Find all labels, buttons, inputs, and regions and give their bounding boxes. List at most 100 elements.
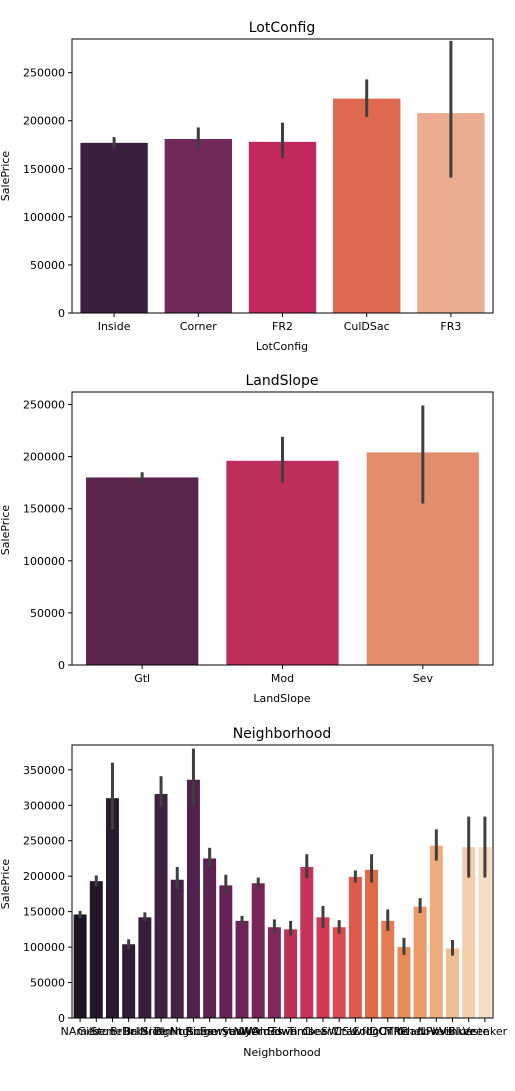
y-tick-label: 100000 — [23, 941, 65, 954]
x-tick-label: NAmes — [61, 1025, 100, 1038]
y-tick-label: 250000 — [23, 67, 65, 80]
chart-title: Neighborhood — [233, 726, 332, 742]
landslope-chart: LandSlope LandSlope SalePrice Gtl Mod Sev 0… — [0, 373, 494, 705]
bar — [248, 141, 317, 313]
x-tick-label: NridgHt — [140, 1025, 183, 1038]
y-axis-label: SalePrice — [0, 505, 12, 556]
bar — [203, 858, 217, 1018]
bar — [333, 98, 401, 313]
y-tick-label: 200000 — [23, 115, 65, 128]
y-tick-label: 250000 — [23, 835, 65, 848]
x-tick-label: Mitchel — [384, 1025, 424, 1038]
x-tick-label: SawyerW — [200, 1025, 252, 1038]
x-tick-label: ClearCr — [302, 1025, 343, 1038]
x-tick-label: MeadowV — [394, 1025, 448, 1038]
x-axis-label: LandSlope — [253, 692, 311, 705]
bar — [73, 914, 87, 1018]
x-tick-label: Gilbert — [78, 1025, 116, 1038]
bar — [284, 929, 298, 1018]
y-tick-label: 150000 — [23, 163, 65, 176]
x-tick-label: BrDale — [110, 1025, 147, 1038]
bar — [381, 920, 395, 1018]
bar — [365, 869, 379, 1018]
bar — [164, 138, 232, 313]
bar — [122, 944, 136, 1018]
x-tick-label: Veenker — [463, 1025, 508, 1038]
x-axis-label: LotConfig — [256, 340, 308, 353]
y-axis-label: SalePrice — [0, 859, 12, 910]
bar — [267, 927, 281, 1018]
x-tick-label: Blmngtn — [154, 1025, 201, 1038]
y-tick-label: 100000 — [23, 555, 65, 568]
bar — [251, 883, 265, 1018]
y-tick-label: 300000 — [23, 799, 65, 812]
plot-frame — [71, 744, 494, 1019]
plot-frame — [71, 391, 494, 666]
bar — [413, 906, 427, 1018]
x-tick-label: Inside — [98, 320, 131, 333]
bar — [462, 847, 476, 1018]
chart-title: LotConfig — [249, 20, 316, 36]
x-tick-label: Sawyer — [222, 1025, 263, 1038]
y-tick-label: 200000 — [23, 451, 65, 464]
bar — [316, 917, 330, 1018]
y-axis-label: SalePrice — [0, 151, 12, 202]
bar — [226, 460, 339, 665]
y-tick-label: 0 — [58, 307, 65, 320]
y-tick-label: 100000 — [23, 211, 65, 224]
bar — [446, 948, 459, 1018]
x-tick-label: NoRidge — [170, 1025, 217, 1038]
x-tick-label: IDOTRR — [367, 1025, 410, 1038]
x-tick-label: OldTown — [251, 1025, 297, 1038]
bar — [154, 793, 168, 1018]
bar — [478, 847, 492, 1018]
y-tick-label: 250000 — [23, 399, 65, 412]
bar — [138, 917, 152, 1018]
bar — [219, 885, 233, 1018]
bar — [348, 876, 362, 1018]
x-tick-label: SWISU — [321, 1025, 357, 1038]
plot-frame — [71, 38, 494, 314]
x-tick-label: Corner — [180, 320, 217, 333]
neighborhood-chart: Neighborhood Neighborhood SalePrice NAme… — [0, 726, 508, 1059]
x-tick-label: Edwards — [267, 1025, 314, 1038]
bar — [429, 845, 443, 1018]
bar — [397, 947, 411, 1018]
bar — [170, 879, 184, 1018]
x-tick-label: Crawfor — [334, 1025, 378, 1038]
x-tick-label: CollgCr — [352, 1025, 392, 1038]
bar — [106, 798, 119, 1018]
x-tick-label: FR3 — [440, 320, 461, 333]
bar — [300, 866, 314, 1018]
bar — [186, 779, 200, 1018]
x-tick-label: Blueste — [448, 1025, 489, 1038]
y-tick-label: 50000 — [30, 607, 65, 620]
bar — [332, 927, 346, 1018]
x-tick-label: Gtl — [134, 672, 150, 685]
x-tick-label: StoneBr — [91, 1025, 135, 1038]
bar — [80, 142, 148, 313]
y-tick-label: 200000 — [23, 870, 65, 883]
bar — [235, 920, 249, 1018]
x-tick-label: Mod — [271, 672, 294, 685]
x-tick-label: FR2 — [272, 320, 293, 333]
bar — [89, 881, 103, 1018]
x-tick-label: BrkSide — [124, 1025, 166, 1038]
y-tick-label: 0 — [58, 1012, 65, 1025]
y-tick-label: 150000 — [23, 503, 65, 516]
bar — [86, 477, 199, 665]
x-tick-label: NPkVill — [417, 1025, 455, 1038]
x-tick-label: Timber — [287, 1025, 327, 1038]
lotconfig-chart: LotConfig LotConfig SalePrice Inside Corn… — [0, 20, 494, 353]
y-tick-label: 50000 — [30, 977, 65, 990]
y-tick-label: 350000 — [23, 764, 65, 777]
x-tick-label: NWAmes — [234, 1025, 284, 1038]
x-tick-label: Veenker — [430, 1025, 475, 1038]
y-tick-label: 0 — [58, 659, 65, 672]
x-tick-label: CulDSac — [344, 320, 390, 333]
y-tick-label: 50000 — [30, 259, 65, 272]
x-tick-label: Sev — [413, 672, 434, 685]
x-axis-label: Neighborhood — [243, 1046, 320, 1059]
y-tick-label: 150000 — [23, 906, 65, 919]
